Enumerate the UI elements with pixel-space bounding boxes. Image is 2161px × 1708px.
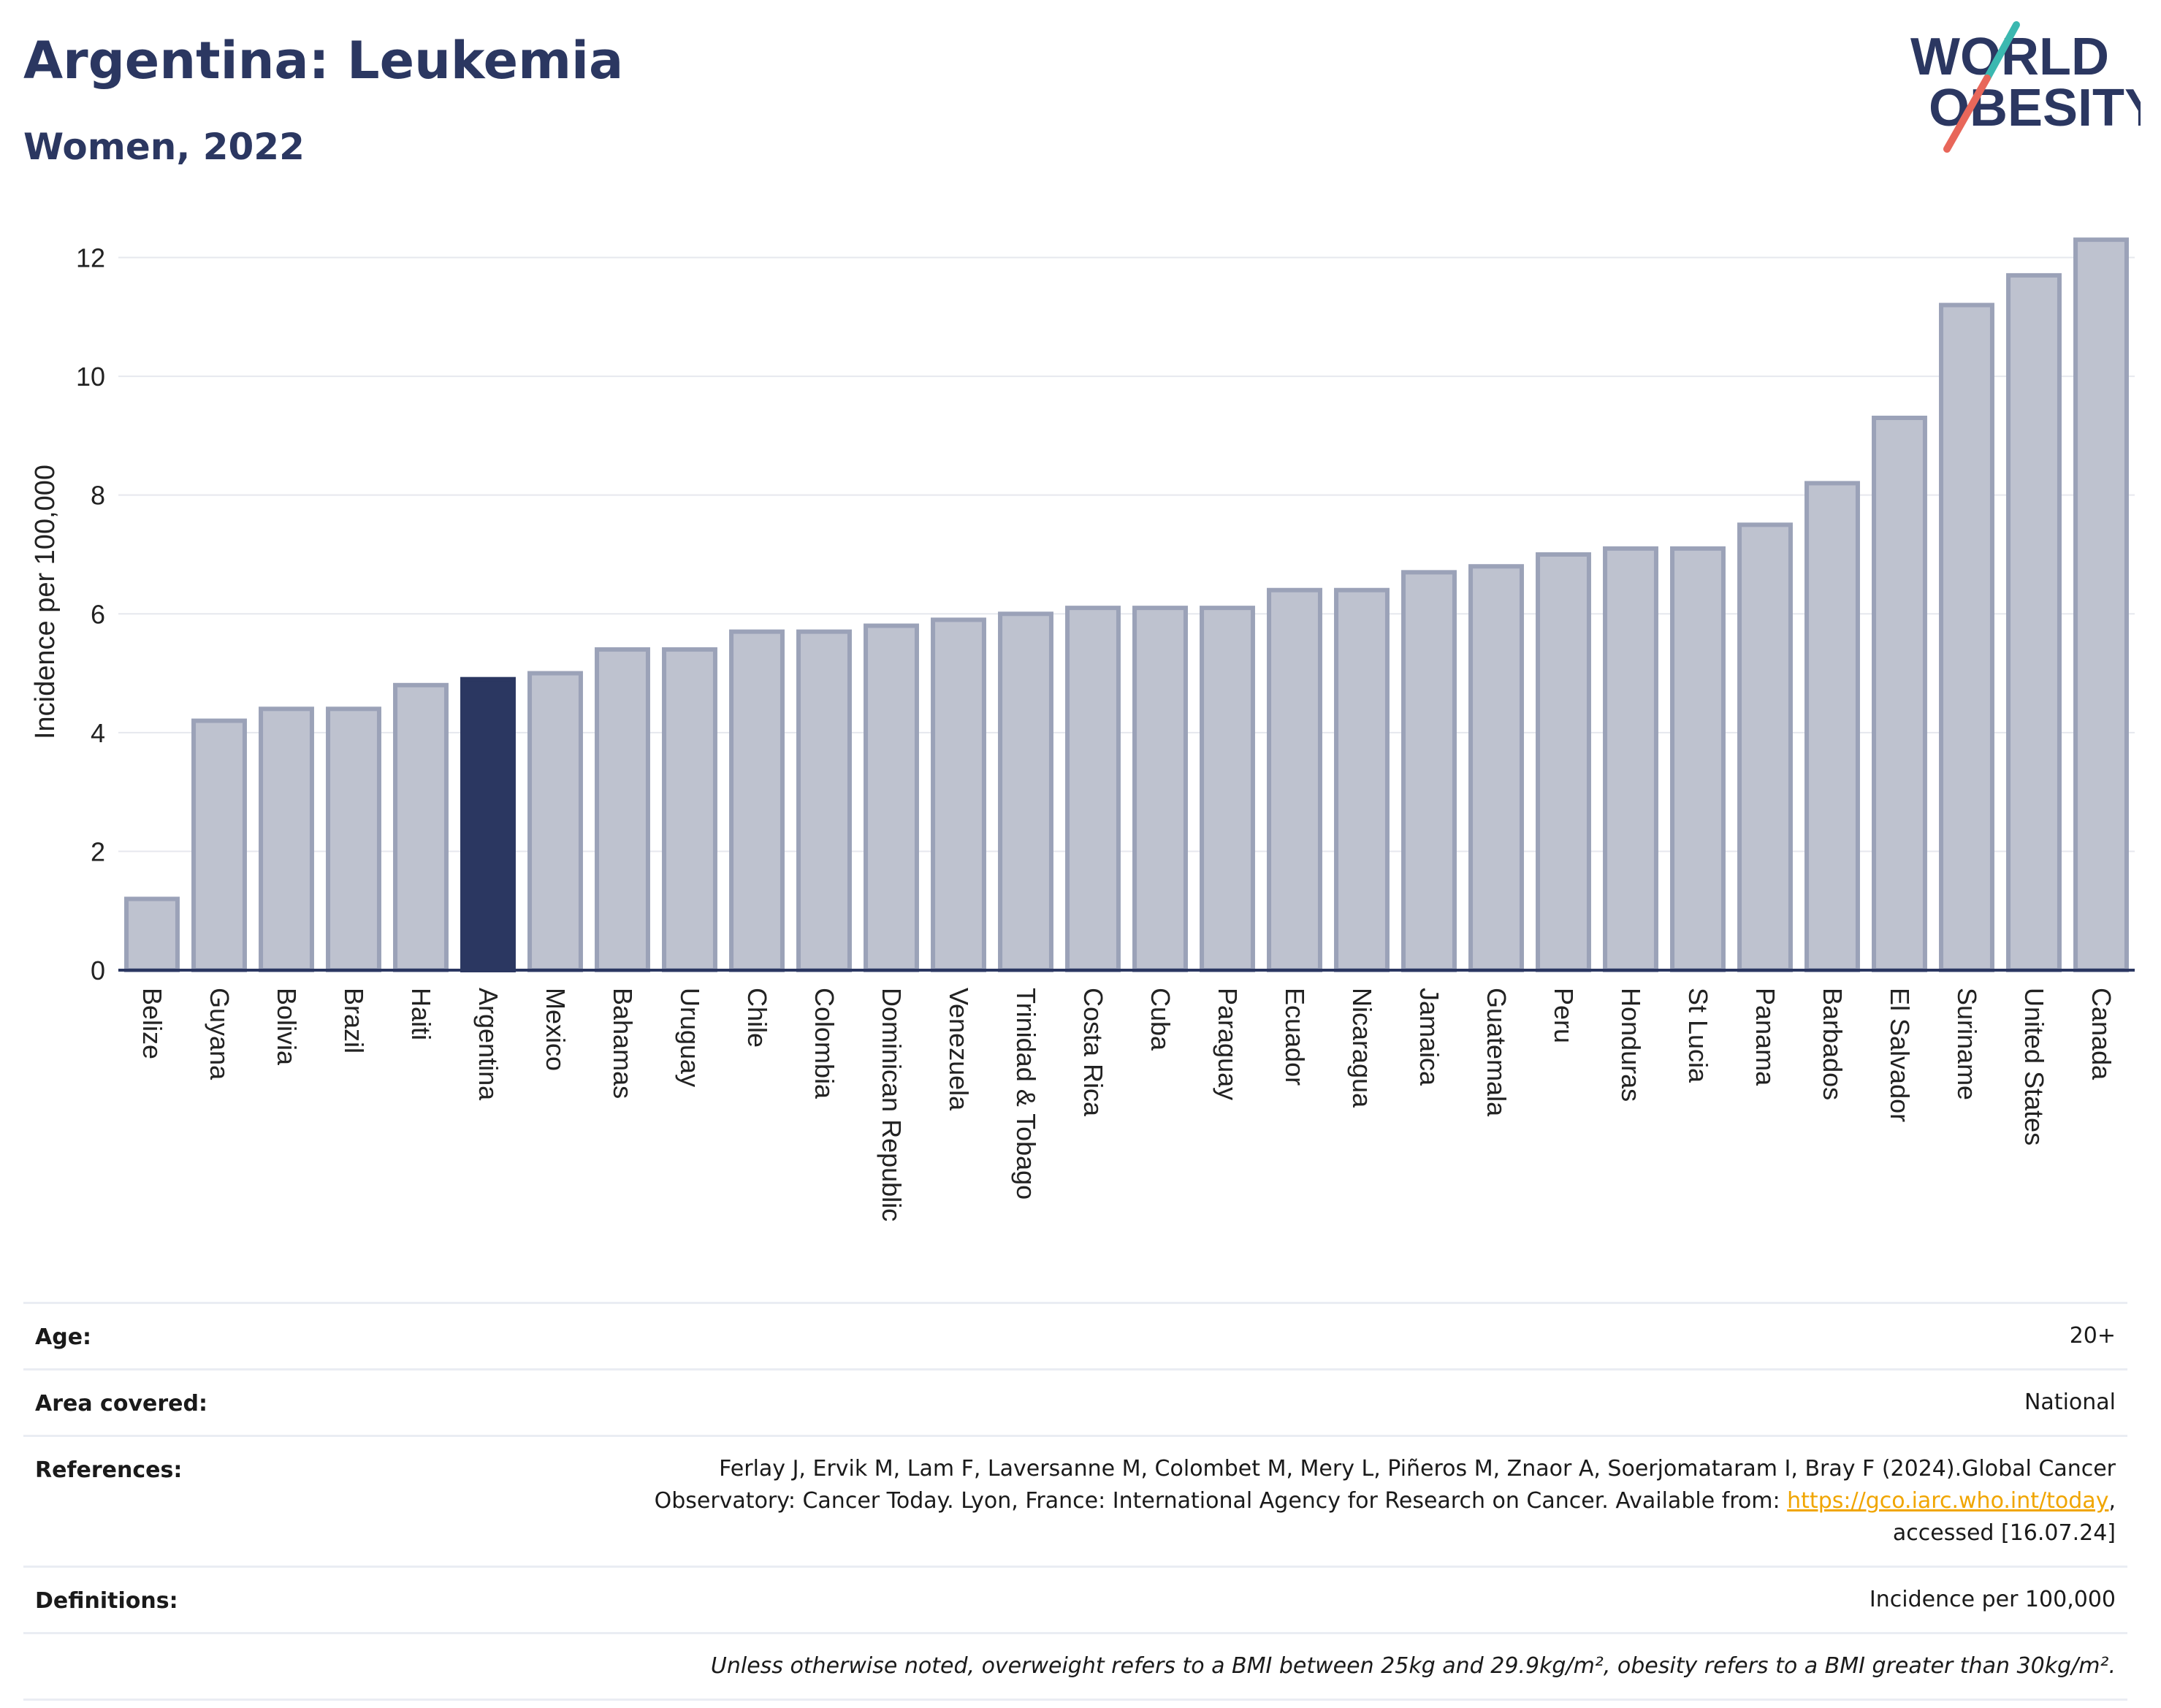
age-value: 20+ (2069, 1323, 2116, 1349)
bar-jamaica[interactable] (1401, 570, 1457, 972)
references-label: References: (35, 1457, 183, 1483)
x-tick-label: Dominican Republic (877, 988, 907, 1221)
x-tick-label: Brazil (339, 988, 369, 1053)
references-line-3: accessed [16.07.24] (1892, 1520, 2116, 1546)
bar-nicaragua[interactable] (1334, 587, 1390, 972)
bar-bahamas[interactable] (595, 647, 650, 973)
bars (124, 237, 2129, 973)
details-table: Age: 20+ Area covered: National Referenc… (23, 1302, 2127, 1701)
x-tick-label: Belize (137, 988, 167, 1059)
bar-honduras[interactable] (1603, 546, 1658, 973)
x-tick-label: Paraguay (1213, 988, 1243, 1100)
x-tick-label: Jamaica (1414, 988, 1444, 1086)
bar-united-states[interactable] (2006, 272, 2062, 973)
bar-chile[interactable] (729, 629, 785, 972)
references-link[interactable]: https://gco.iarc.who.int/today (1787, 1488, 2109, 1514)
logo-word-obesity: OBESITY (1929, 79, 2141, 137)
bar-costa-rica[interactable] (1065, 606, 1121, 972)
bar-venezuela[interactable] (931, 617, 986, 972)
y-tick-label: 10 (76, 362, 105, 392)
bar-mexico[interactable] (527, 671, 583, 972)
bar-trinidad-tobago[interactable] (998, 611, 1053, 972)
bar-uruguay[interactable] (662, 647, 717, 973)
x-tick-label: Trinidad & Tobago (1011, 988, 1041, 1200)
y-tick-label: 8 (91, 481, 105, 511)
x-tick-label: Bahamas (608, 988, 638, 1099)
definitions-label: Definitions: (35, 1588, 178, 1614)
x-tick-label: Suriname (1952, 988, 1982, 1100)
y-tick-label: 0 (91, 956, 105, 985)
bar-peru[interactable] (1536, 552, 1591, 973)
x-tick-label: Haiti (406, 988, 436, 1040)
bar-panama[interactable] (1737, 522, 1793, 972)
axes: 0 2 4 6 8 10 12 Belize Guyana Bolivia Brazil Haiti A… (76, 243, 2135, 1221)
area-value: National (2024, 1389, 2116, 1415)
bar-argentina[interactable] (460, 676, 516, 972)
references-line-1: Ferlay J, Ervik M, Lam F, Laversanne M, … (719, 1456, 2116, 1482)
bar-chart: 0 2 4 6 8 10 12 Belize Guyana Bolivia Brazil Haiti A… (30, 237, 2135, 1221)
logo-slash-coral (1943, 75, 1991, 153)
x-tick-label: Guatemala (1482, 988, 1512, 1117)
bar-ecuador[interactable] (1267, 587, 1322, 972)
details-row-references: References: Ferlay J, Ervik M, Lam F, La… (23, 1435, 2127, 1566)
bar-haiti[interactable] (393, 682, 449, 972)
x-tick-label: United States (2019, 988, 2049, 1145)
bar-st-lucia[interactable] (1670, 546, 1726, 973)
x-tick-label: Canada (2086, 988, 2116, 1080)
bar-guyana[interactable] (191, 718, 247, 972)
details-row-age: Age: 20+ (23, 1302, 2127, 1368)
details-row-definitions: Definitions: Incidence per 100,000 (23, 1566, 2127, 1632)
x-tick-label: Peru (1549, 988, 1579, 1043)
x-tick-label: Barbados (1818, 988, 1848, 1100)
bar-colombia[interactable] (796, 629, 852, 972)
x-tick-label: Chile (742, 988, 772, 1048)
x-tick-label: Ecuador (1280, 988, 1310, 1086)
definitions-value: Incidence per 100,000 (1869, 1587, 2116, 1612)
bar-cuba[interactable] (1132, 606, 1188, 972)
y-axis-label: Incidence per 100,000 (30, 465, 61, 739)
x-tick-label: Guyana (205, 988, 235, 1080)
logo-slash-teal (1983, 21, 2020, 82)
x-tick-label: Bolivia (272, 988, 302, 1066)
bar-barbados[interactable] (1804, 481, 1860, 972)
x-tick-label: Uruguay (675, 988, 705, 1087)
bar-el-salvador[interactable] (1872, 416, 1927, 972)
details-row-note: Unless otherwise noted, overweight refer… (23, 1632, 2127, 1701)
obesity-definition-note: Unless otherwise noted, overweight refer… (710, 1653, 2116, 1679)
bar-canada[interactable] (2073, 237, 2129, 973)
references-line-2-post: , (2108, 1488, 2116, 1514)
bar-brazil[interactable] (326, 706, 381, 972)
y-tick-label: 2 (91, 836, 105, 866)
x-tick-label: Costa Rica (1078, 988, 1108, 1117)
bar-guatemala[interactable] (1468, 564, 1524, 972)
x-tick-label: Honduras (1616, 988, 1646, 1102)
x-tick-label: El Salvador (1885, 988, 1915, 1122)
bar-dominican-republic[interactable] (864, 623, 919, 972)
y-tick-label: 6 (91, 599, 105, 629)
x-tick-label: Panama (1750, 988, 1780, 1086)
references-value: Ferlay J, Ervik M, Lam F, Laversanne M, … (655, 1453, 2116, 1549)
details-row-area: Area covered: National (23, 1368, 2127, 1435)
x-tick-label: Nicaragua (1347, 988, 1377, 1108)
references-line-2-pre: Observatory: Cancer Today. Lyon, France:… (654, 1488, 1788, 1514)
world-obesity-logo: WORLD OBESITY (1910, 21, 2141, 153)
x-tick-label: Cuba (1146, 988, 1175, 1051)
bar-paraguay[interactable] (1200, 606, 1255, 972)
x-tick-label: Mexico (541, 988, 571, 1071)
area-label: Area covered: (35, 1391, 207, 1417)
chart-subtitle: Women, 2022 (23, 126, 305, 168)
x-tick-label: St Lucia (1683, 988, 1713, 1083)
x-tick-label: Argentina (473, 988, 503, 1101)
gridlines (118, 256, 2135, 853)
age-label: Age: (35, 1324, 92, 1350)
y-tick-label: 4 (91, 718, 105, 748)
bar-belize[interactable] (124, 896, 180, 972)
x-tick-label: Venezuela (944, 988, 974, 1111)
x-tick-label: Colombia (809, 988, 839, 1099)
chart-title: Argentina: Leukemia (23, 31, 624, 91)
bar-bolivia[interactable] (259, 706, 314, 972)
bar-suriname[interactable] (1939, 302, 1994, 972)
y-tick-label: 12 (76, 243, 105, 273)
